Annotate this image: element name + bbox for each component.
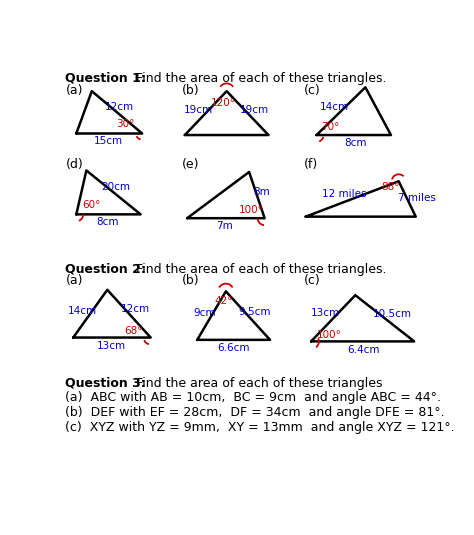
Text: 68°: 68° bbox=[124, 326, 143, 335]
Text: 42°: 42° bbox=[214, 296, 233, 307]
Text: 14cm: 14cm bbox=[320, 102, 349, 112]
Text: 14cm: 14cm bbox=[68, 305, 97, 316]
Text: 12cm: 12cm bbox=[121, 304, 150, 314]
Text: 20cm: 20cm bbox=[101, 182, 130, 193]
Text: 7 miles: 7 miles bbox=[398, 193, 436, 203]
Text: (a): (a) bbox=[65, 273, 83, 287]
Text: (b): (b) bbox=[182, 273, 200, 287]
Text: Find the area of each of these triangles: Find the area of each of these triangles bbox=[120, 377, 382, 390]
Text: (d): (d) bbox=[65, 158, 83, 171]
Text: 30°: 30° bbox=[116, 119, 134, 129]
Text: 10.5cm: 10.5cm bbox=[373, 309, 412, 319]
Text: Find the area of each of these triangles.: Find the area of each of these triangles… bbox=[120, 263, 386, 276]
Text: 9.5cm: 9.5cm bbox=[238, 307, 271, 317]
Text: (c)  XYZ with YZ = 9mm,  XY = 13mm  and angle XYZ = 121°.: (c) XYZ with YZ = 9mm, XY = 13mm and ang… bbox=[65, 422, 455, 434]
Text: 8cm: 8cm bbox=[96, 217, 118, 227]
Text: 70°: 70° bbox=[321, 123, 340, 132]
Text: 100°: 100° bbox=[317, 330, 341, 340]
Text: (c): (c) bbox=[304, 273, 321, 287]
Text: 7m: 7m bbox=[216, 221, 233, 231]
Text: 15cm: 15cm bbox=[93, 136, 123, 146]
Text: Question 1:: Question 1: bbox=[65, 72, 146, 85]
Text: 12 miles: 12 miles bbox=[322, 188, 367, 198]
Text: 8cm: 8cm bbox=[344, 137, 366, 148]
Text: 12cm: 12cm bbox=[104, 102, 134, 112]
Text: 100°: 100° bbox=[239, 205, 264, 216]
Text: 6.6cm: 6.6cm bbox=[218, 342, 250, 353]
Text: 9cm: 9cm bbox=[194, 308, 216, 318]
Text: (a): (a) bbox=[65, 84, 83, 97]
Text: (b)  DEF with EF = 28cm,  DF = 34cm  and angle DFE = 81°.: (b) DEF with EF = 28cm, DF = 34cm and an… bbox=[65, 406, 445, 419]
Text: 13cm: 13cm bbox=[310, 308, 340, 318]
Text: 88°: 88° bbox=[382, 182, 400, 193]
Text: 19cm: 19cm bbox=[184, 105, 213, 116]
Text: Question 2:: Question 2: bbox=[65, 263, 146, 276]
Text: (c): (c) bbox=[304, 84, 321, 97]
Text: 19cm: 19cm bbox=[240, 105, 269, 116]
Text: (e): (e) bbox=[182, 158, 199, 171]
Text: 120°: 120° bbox=[211, 98, 236, 108]
Text: 60°: 60° bbox=[82, 200, 101, 210]
Text: 13cm: 13cm bbox=[97, 341, 126, 351]
Text: Find the area of each of these triangles.: Find the area of each of these triangles… bbox=[120, 72, 386, 85]
Text: 6.4cm: 6.4cm bbox=[347, 345, 379, 355]
Text: Question 3:: Question 3: bbox=[65, 377, 146, 390]
Text: (f): (f) bbox=[304, 158, 319, 171]
Text: (b): (b) bbox=[182, 84, 200, 97]
Text: (a)  ABC with AB = 10cm,  BC = 9cm  and angle ABC = 44°.: (a) ABC with AB = 10cm, BC = 9cm and ang… bbox=[65, 391, 441, 404]
Text: 8m: 8m bbox=[253, 187, 270, 197]
